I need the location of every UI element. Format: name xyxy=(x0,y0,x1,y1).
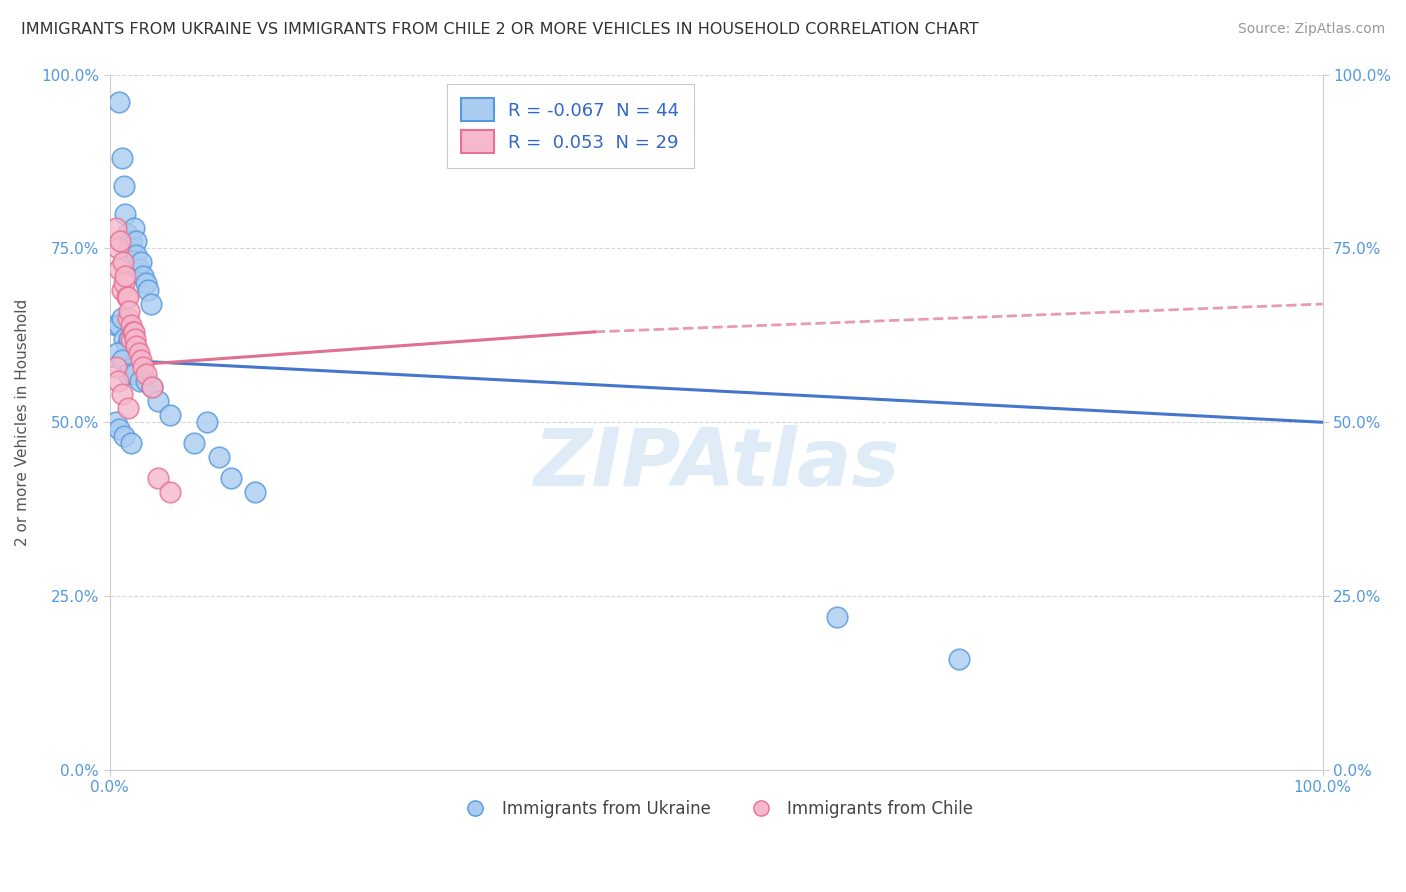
Point xyxy=(122,367,145,381)
Point xyxy=(122,325,145,339)
Point xyxy=(120,332,142,346)
Point xyxy=(110,235,132,249)
Point xyxy=(135,374,157,388)
Point xyxy=(129,352,152,367)
Point xyxy=(122,220,145,235)
Point xyxy=(141,380,163,394)
Legend: Immigrants from Ukraine, Immigrants from Chile: Immigrants from Ukraine, Immigrants from… xyxy=(451,793,980,824)
Point xyxy=(183,436,205,450)
Point xyxy=(146,394,169,409)
Text: ZIPAtlas: ZIPAtlas xyxy=(533,425,900,503)
Point xyxy=(111,283,134,297)
Point xyxy=(104,318,127,332)
Point xyxy=(159,484,181,499)
Point xyxy=(108,422,131,436)
Point xyxy=(118,304,141,318)
Point xyxy=(111,352,134,367)
Point xyxy=(208,450,231,464)
Point xyxy=(104,220,127,235)
Point xyxy=(146,471,169,485)
Point xyxy=(120,318,142,332)
Point xyxy=(195,415,218,429)
Point xyxy=(132,359,155,374)
Point xyxy=(114,206,136,220)
Point xyxy=(112,178,135,193)
Point xyxy=(112,332,135,346)
Point xyxy=(128,262,150,277)
Point xyxy=(120,235,142,249)
Point xyxy=(104,415,127,429)
Text: IMMIGRANTS FROM UKRAINE VS IMMIGRANTS FROM CHILE 2 OR MORE VEHICLES IN HOUSEHOLD: IMMIGRANTS FROM UKRAINE VS IMMIGRANTS FR… xyxy=(21,22,979,37)
Point xyxy=(117,401,139,416)
Point xyxy=(128,374,150,388)
Point xyxy=(117,290,139,304)
Point xyxy=(104,359,127,374)
Point xyxy=(112,276,135,290)
Point xyxy=(141,380,163,394)
Point xyxy=(125,339,148,353)
Point xyxy=(120,345,142,359)
Point xyxy=(107,241,129,255)
Point xyxy=(827,610,849,624)
Point xyxy=(124,332,146,346)
Point xyxy=(114,269,136,284)
Point xyxy=(111,151,134,165)
Point xyxy=(118,241,141,255)
Text: Source: ZipAtlas.com: Source: ZipAtlas.com xyxy=(1237,22,1385,37)
Point xyxy=(112,429,135,443)
Point xyxy=(125,248,148,262)
Point xyxy=(111,255,134,269)
Point xyxy=(122,359,145,374)
Point xyxy=(159,409,181,423)
Point xyxy=(128,345,150,359)
Point xyxy=(138,283,160,297)
Point xyxy=(243,484,266,499)
Point xyxy=(115,227,138,242)
Point xyxy=(118,332,141,346)
Point xyxy=(111,387,134,401)
Point xyxy=(105,345,128,359)
Point xyxy=(132,269,155,284)
Point xyxy=(108,318,131,332)
Point xyxy=(139,297,162,311)
Point xyxy=(129,255,152,269)
Point xyxy=(948,651,970,665)
Point xyxy=(111,310,134,325)
Point xyxy=(121,325,143,339)
Point xyxy=(115,290,138,304)
Point xyxy=(125,235,148,249)
Point xyxy=(107,374,129,388)
Point xyxy=(219,471,242,485)
Point xyxy=(117,310,139,325)
Point xyxy=(108,95,131,110)
Point xyxy=(108,262,131,277)
Point xyxy=(115,339,138,353)
Y-axis label: 2 or more Vehicles in Household: 2 or more Vehicles in Household xyxy=(15,299,30,546)
Point xyxy=(117,367,139,381)
Point xyxy=(120,436,142,450)
Point xyxy=(135,367,157,381)
Point xyxy=(135,276,157,290)
